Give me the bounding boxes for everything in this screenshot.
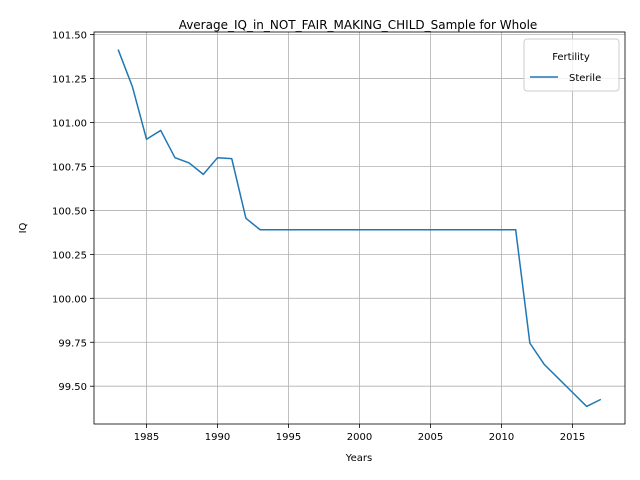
x-tick-label: 1990 — [205, 432, 230, 443]
y-ticks: 99.50 99.75 100.00 100.25 100.50 100.75 101.00… — [52, 31, 94, 393]
y-tick-label: 100.50 — [52, 206, 87, 217]
y-tick-label: 101.50 — [52, 31, 87, 42]
legend-title: Fertility — [552, 52, 590, 63]
x-tick-label: 2005 — [418, 432, 443, 443]
x-ticks: 1985 1990 1995 2000 2005 2010 2015 — [134, 424, 585, 443]
y-tick-label: 99.50 — [58, 382, 87, 393]
legend: Fertility Sterile — [523, 38, 620, 92]
x-tick-label: 1985 — [134, 432, 159, 443]
legend-label-sterile: Sterile — [569, 73, 601, 84]
y-tick-label: 100.75 — [52, 162, 87, 173]
x-tick-label: 2015 — [560, 432, 585, 443]
x-tick-label: 1995 — [276, 432, 301, 443]
y-tick-label: 101.00 — [52, 119, 87, 130]
legend-box — [523, 38, 620, 92]
grid — [94, 32, 625, 424]
x-tick-label: 2010 — [489, 432, 514, 443]
chart-title: Average_IQ_in_NOT_FAIR_MAKING_CHILD_Samp… — [179, 18, 538, 32]
y-tick-label: 100.00 — [52, 294, 87, 305]
y-tick-label: 101.25 — [52, 75, 87, 86]
y-axis-label: IQ — [18, 222, 29, 233]
series-layer — [117, 49, 602, 408]
x-tick-label: 2000 — [347, 432, 372, 443]
x-axis-label: Years — [345, 453, 372, 464]
y-tick-label: 99.75 — [58, 338, 87, 349]
series-line-sterile — [117, 49, 602, 408]
y-tick-label: 100.25 — [52, 250, 87, 261]
